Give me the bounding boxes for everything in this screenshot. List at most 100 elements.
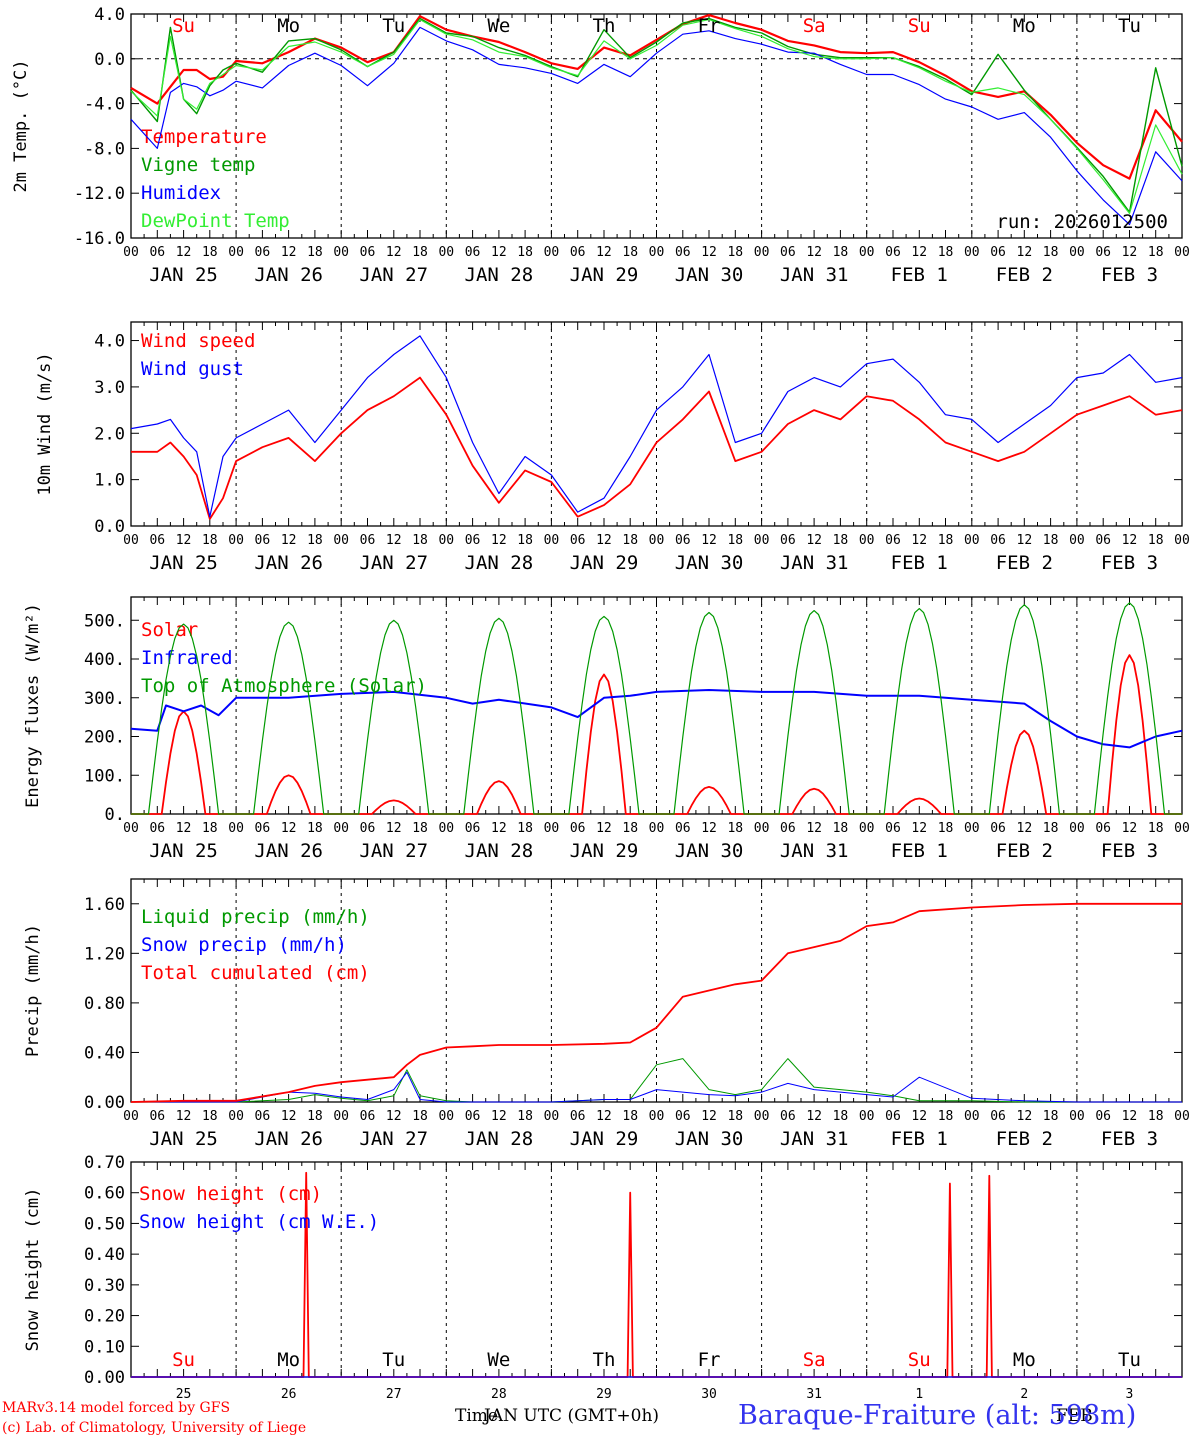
hour-tick-label: 06 <box>360 533 376 548</box>
date-label: JAN 30 <box>675 1128 744 1150</box>
hour-tick-label: 00 <box>964 245 980 260</box>
hour-tick-label: 18 <box>412 245 428 260</box>
hour-tick-label: 12 <box>491 1109 507 1124</box>
hour-tick-label: 12 <box>1017 821 1033 836</box>
hour-tick-label: 18 <box>727 821 743 836</box>
y-tick-label: -16.0 <box>74 229 125 249</box>
legend-entry: Vigne temp <box>141 154 255 176</box>
hour-tick-label: 06 <box>570 533 586 548</box>
series-line-infrared <box>130 689 1183 749</box>
hour-tick-label: 18 <box>202 245 218 260</box>
hour-tick-label: 18 <box>622 821 638 836</box>
hour-tick-label: 06 <box>360 245 376 260</box>
hour-tick-label: 00 <box>123 1109 139 1124</box>
date-label: FEB 1 <box>891 1128 948 1150</box>
hour-tick-label: 06 <box>990 821 1006 836</box>
hour-tick-label: 06 <box>675 821 691 836</box>
hour-tick-label: 18 <box>727 245 743 260</box>
y-tick-label: 300. <box>84 689 125 709</box>
weekday-label: Sa <box>803 15 826 37</box>
hour-tick-label: 06 <box>780 1109 796 1124</box>
weekday-label: Th <box>593 1349 616 1371</box>
weekday-label: Sa <box>803 1349 826 1371</box>
hour-tick-label: 00 <box>544 245 560 260</box>
x-axis-ticks-snow <box>130 1162 1183 1377</box>
hour-tick-label: 18 <box>517 245 533 260</box>
hour-tick-label: 00 <box>859 245 875 260</box>
hour-tick-label: 12 <box>806 533 822 548</box>
hour-tick-label: 18 <box>1043 821 1059 836</box>
hour-tick-label: 00 <box>1069 533 1085 548</box>
date-label: JAN 26 <box>254 840 323 862</box>
credit-model: MARv3.14 model forced by GFS <box>2 1400 231 1416</box>
hour-tick-label: 12 <box>386 245 402 260</box>
hour-tick-label: 12 <box>281 533 297 548</box>
hour-tick-label: 18 <box>412 1109 428 1124</box>
hour-tick-label: 12 <box>491 821 507 836</box>
hour-tick-label: 06 <box>1095 533 1111 548</box>
weekday-label: Fr <box>698 15 721 37</box>
hour-tick-label: 12 <box>281 1109 297 1124</box>
weekday-label: Su <box>908 1349 931 1371</box>
date-label: JAN 29 <box>570 552 639 574</box>
weekday-label: Tu <box>382 15 405 37</box>
date-label: FEB 1 <box>891 552 948 574</box>
hour-tick-label: 18 <box>412 533 428 548</box>
feb-month-label: FEB <box>1056 1406 1093 1426</box>
hour-tick-label: 06 <box>885 821 901 836</box>
weekday-label: We <box>487 1349 510 1371</box>
y-tick-label: 400. <box>84 650 125 670</box>
hour-tick-label: 12 <box>701 1109 717 1124</box>
y-tick-label: 0.20 <box>84 1307 125 1327</box>
y-tick-label: 0.40 <box>84 1245 125 1265</box>
day-number-label: 28 <box>491 1387 507 1402</box>
hour-tick-label: 12 <box>911 245 927 260</box>
date-label: JAN 25 <box>149 264 218 286</box>
y-tick-label: 100. <box>84 766 125 786</box>
series-line-top-of-atmosphere-solar- <box>131 602 1182 815</box>
hour-tick-label: 18 <box>202 821 218 836</box>
y-tick-label: 2.0 <box>94 424 125 444</box>
y-axis-label: 10m Wind (m/s) <box>35 352 55 495</box>
legend-entry: Temperature <box>141 126 267 148</box>
hour-tick-label: 00 <box>228 533 244 548</box>
run-label: run: 2026012500 <box>996 211 1168 233</box>
date-label: JAN 29 <box>570 1128 639 1150</box>
hour-tick-label: 18 <box>307 1109 323 1124</box>
hour-tick-label: 06 <box>255 821 271 836</box>
date-label: JAN 28 <box>465 264 534 286</box>
date-label: JAN 30 <box>675 552 744 574</box>
hour-tick-label: 00 <box>333 821 349 836</box>
hour-tick-label: 12 <box>281 245 297 260</box>
hour-tick-label: 06 <box>465 1109 481 1124</box>
time-zone-label: JAN UTC (GMT+0h) <box>484 1406 660 1426</box>
date-label: JAN 27 <box>359 1128 428 1150</box>
hour-tick-label: 18 <box>517 533 533 548</box>
date-label: JAN 25 <box>149 552 218 574</box>
series-line-vigne-temp <box>130 17 1183 213</box>
hour-tick-label: 06 <box>149 245 165 260</box>
hour-tick-label: 00 <box>1174 1109 1190 1124</box>
weekday-label: Tu <box>1118 15 1141 37</box>
hour-tick-label: 00 <box>1069 1109 1085 1124</box>
hour-tick-label: 12 <box>1122 533 1138 548</box>
hour-tick-label: 00 <box>123 821 139 836</box>
credit-lab: (c) Lab. of Climatology, University of L… <box>2 1420 307 1436</box>
hour-tick-label: 12 <box>1122 245 1138 260</box>
hour-tick-label: 06 <box>885 533 901 548</box>
hour-tick-label: 12 <box>911 821 927 836</box>
hour-tick-label: 00 <box>859 533 875 548</box>
y-tick-label: 0.10 <box>84 1337 125 1357</box>
hour-tick-label: 06 <box>990 533 1006 548</box>
weekday-label: Mo <box>1013 15 1036 37</box>
hour-tick-label: 12 <box>1122 1109 1138 1124</box>
date-label: JAN 31 <box>780 264 849 286</box>
hour-tick-label: 18 <box>938 245 954 260</box>
hour-tick-label: 06 <box>1095 821 1111 836</box>
hour-tick-label: 18 <box>307 533 323 548</box>
hour-tick-label: 12 <box>1017 533 1033 548</box>
hour-tick-label: 00 <box>544 821 560 836</box>
date-label: JAN 29 <box>570 840 639 862</box>
hour-tick-label: 12 <box>596 1109 612 1124</box>
hour-tick-label: 12 <box>176 1109 192 1124</box>
